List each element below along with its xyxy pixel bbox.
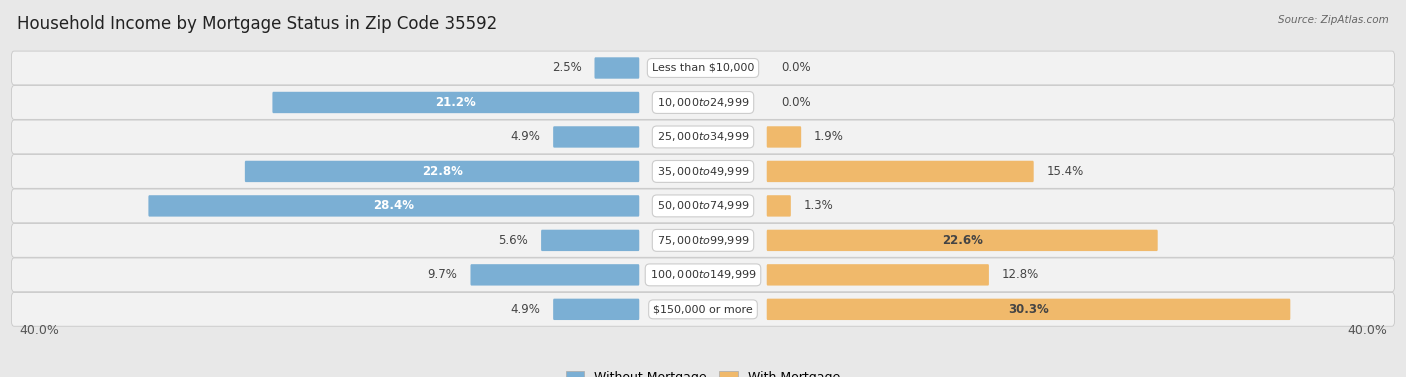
FancyBboxPatch shape: [595, 57, 640, 79]
FancyBboxPatch shape: [11, 120, 1395, 154]
Text: 0.0%: 0.0%: [782, 61, 811, 75]
Text: Source: ZipAtlas.com: Source: ZipAtlas.com: [1278, 15, 1389, 25]
FancyBboxPatch shape: [149, 195, 640, 217]
Text: $75,000 to $99,999: $75,000 to $99,999: [657, 234, 749, 247]
FancyBboxPatch shape: [541, 230, 640, 251]
Text: Household Income by Mortgage Status in Zip Code 35592: Household Income by Mortgage Status in Z…: [17, 15, 498, 33]
FancyBboxPatch shape: [766, 230, 1157, 251]
Text: 40.0%: 40.0%: [20, 323, 59, 337]
Text: 30.3%: 30.3%: [1008, 303, 1049, 316]
FancyBboxPatch shape: [11, 224, 1395, 257]
Text: 9.7%: 9.7%: [427, 268, 457, 281]
Text: $50,000 to $74,999: $50,000 to $74,999: [657, 199, 749, 212]
FancyBboxPatch shape: [11, 86, 1395, 120]
FancyBboxPatch shape: [553, 299, 640, 320]
Text: $10,000 to $24,999: $10,000 to $24,999: [657, 96, 749, 109]
Text: 4.9%: 4.9%: [510, 303, 540, 316]
FancyBboxPatch shape: [766, 264, 988, 285]
Text: 1.3%: 1.3%: [804, 199, 834, 212]
FancyBboxPatch shape: [471, 264, 640, 285]
FancyBboxPatch shape: [11, 155, 1395, 188]
Text: 15.4%: 15.4%: [1046, 165, 1084, 178]
Text: 40.0%: 40.0%: [1347, 323, 1386, 337]
FancyBboxPatch shape: [766, 126, 801, 148]
Text: 28.4%: 28.4%: [374, 199, 415, 212]
FancyBboxPatch shape: [11, 258, 1395, 292]
FancyBboxPatch shape: [245, 161, 640, 182]
Text: 21.2%: 21.2%: [436, 96, 477, 109]
Text: 4.9%: 4.9%: [510, 130, 540, 144]
Text: $100,000 to $149,999: $100,000 to $149,999: [650, 268, 756, 281]
Text: 22.6%: 22.6%: [942, 234, 983, 247]
Text: Less than $10,000: Less than $10,000: [652, 63, 754, 73]
Text: 2.5%: 2.5%: [551, 61, 582, 75]
Text: 0.0%: 0.0%: [782, 96, 811, 109]
FancyBboxPatch shape: [11, 189, 1395, 223]
FancyBboxPatch shape: [11, 51, 1395, 85]
FancyBboxPatch shape: [273, 92, 640, 113]
FancyBboxPatch shape: [766, 299, 1291, 320]
FancyBboxPatch shape: [766, 195, 790, 217]
Text: 1.9%: 1.9%: [814, 130, 844, 144]
FancyBboxPatch shape: [553, 126, 640, 148]
FancyBboxPatch shape: [766, 161, 1033, 182]
Text: $25,000 to $34,999: $25,000 to $34,999: [657, 130, 749, 144]
Text: 5.6%: 5.6%: [499, 234, 529, 247]
Legend: Without Mortgage, With Mortgage: Without Mortgage, With Mortgage: [561, 366, 845, 377]
Text: $150,000 or more: $150,000 or more: [654, 304, 752, 314]
Text: 12.8%: 12.8%: [1002, 268, 1039, 281]
Text: 22.8%: 22.8%: [422, 165, 463, 178]
FancyBboxPatch shape: [11, 293, 1395, 326]
Text: $35,000 to $49,999: $35,000 to $49,999: [657, 165, 749, 178]
